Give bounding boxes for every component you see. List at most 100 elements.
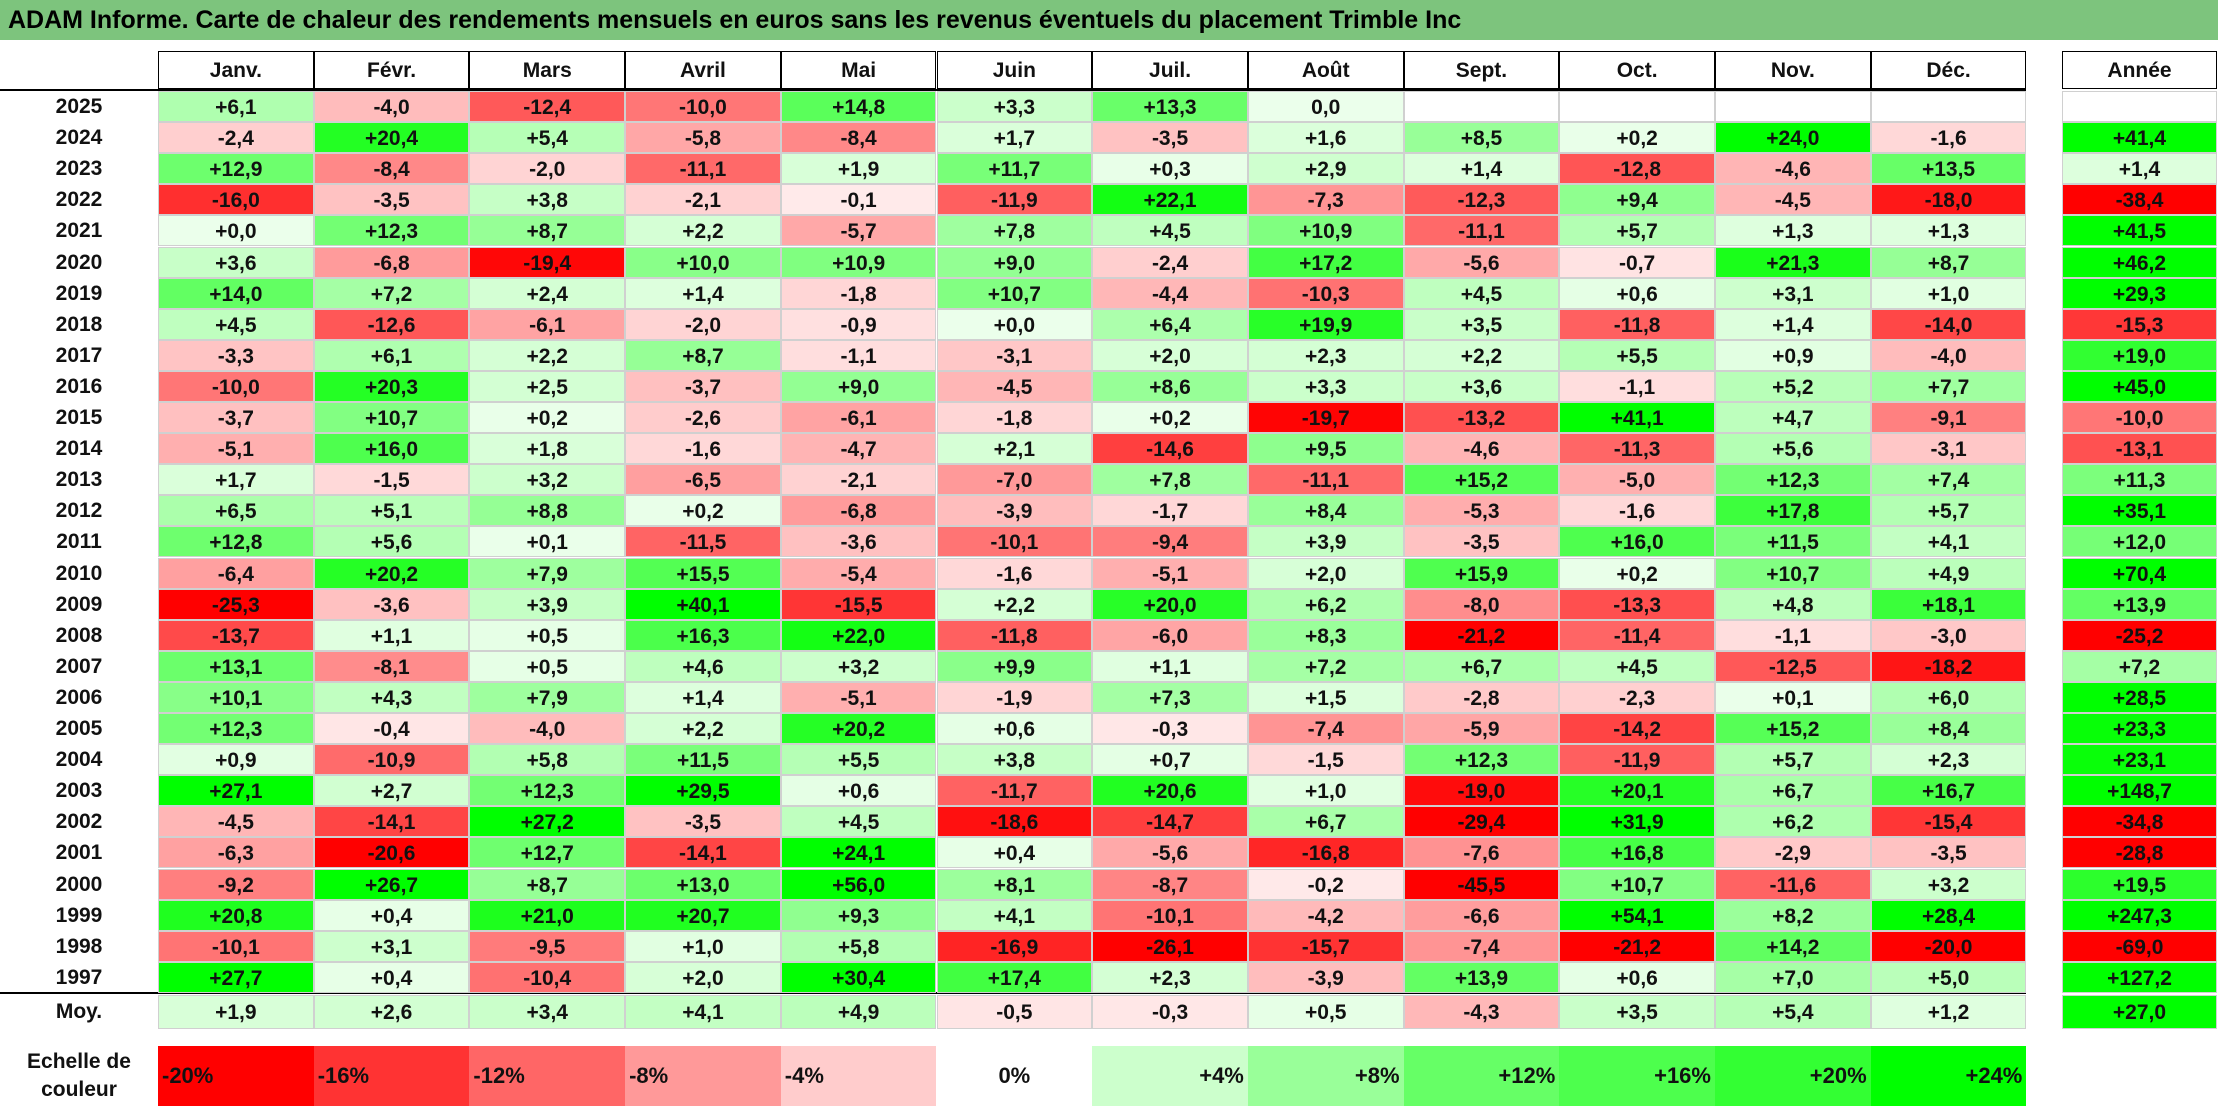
year-row-label: 2008: [55, 623, 103, 647]
heatmap-cell: +1,4: [1403, 153, 1560, 185]
annual-return-cell: -15,3: [2062, 308, 2217, 340]
heatmap-cell: +3,1: [313, 930, 470, 962]
heatmap-cell: +27,7: [158, 961, 314, 993]
heatmap-cell: -7,4: [1403, 930, 1560, 962]
header-separator-line: [0, 89, 2027, 91]
average-annual-cell: +27,0: [2062, 995, 2217, 1029]
heatmap-cell: -13,2: [1403, 402, 1560, 434]
color-scale-stop: +8%: [1247, 1046, 1404, 1106]
month-header: Juil.: [1092, 51, 1248, 89]
average-cell: +3,4: [469, 995, 626, 1029]
heatmap-cell: -1,1: [780, 339, 937, 371]
color-scale-stop: +12%: [1403, 1046, 1560, 1106]
heatmap-cell: +0,4: [313, 899, 470, 931]
heatmap-cell: +5,5: [1559, 339, 1715, 371]
heatmap-cell: -3,5: [1092, 122, 1248, 154]
heatmap-cell: -7,0: [936, 464, 1093, 496]
heatmap-cell: -10,0: [158, 370, 314, 402]
heatmap-cell: [1559, 91, 1715, 123]
heatmap-cell: -15,4: [1870, 806, 2027, 838]
heatmap-cell: -45,5: [1403, 868, 1560, 900]
year-row-label: 2001: [55, 841, 103, 865]
heatmap-cell: -10,1: [158, 930, 314, 962]
heatmap-cell: -4,6: [1715, 153, 1871, 185]
heatmap-cell: -11,1: [625, 153, 781, 185]
heatmap-cell: +4,8: [1715, 588, 1871, 620]
year-column-header: Année: [2062, 51, 2217, 89]
heatmap-cell: -9,2: [158, 868, 314, 900]
heatmap-cell: -4,7: [780, 433, 937, 465]
heatmap-cell: +6,7: [1403, 650, 1560, 682]
year-row-label: 2004: [55, 748, 103, 772]
heatmap-cell: +5,7: [1715, 744, 1871, 776]
year-row-label: 1997: [55, 965, 103, 989]
heatmap-cell: +7,2: [1247, 650, 1404, 682]
heatmap-cell: +27,2: [469, 806, 626, 838]
annual-return-cell: -38,4: [2062, 184, 2217, 216]
heatmap-cell: -21,2: [1403, 619, 1560, 651]
heatmap-cell: +11,5: [625, 744, 781, 776]
heatmap-cell: -3,5: [313, 184, 470, 216]
heatmap-cell: -19,0: [1403, 775, 1560, 807]
heatmap-cell: +7,0: [1715, 961, 1871, 993]
heatmap-cell: +0,7: [1092, 744, 1248, 776]
heatmap-cell: +7,3: [1092, 681, 1248, 713]
heatmap-cell: +9,0: [780, 370, 937, 402]
heatmap-cell: +31,9: [1559, 806, 1715, 838]
heatmap-cell: +12,3: [1715, 464, 1871, 496]
heatmap-cell: -11,5: [625, 526, 781, 558]
year-row-label: 2002: [55, 810, 103, 834]
heatmap-cell: +1,4: [625, 681, 781, 713]
annual-return-cell: [2062, 91, 2217, 123]
heatmap-cell: -2,1: [780, 464, 937, 496]
heatmap-cell: +0,6: [1559, 277, 1715, 309]
heatmap-cell: +3,8: [936, 744, 1093, 776]
heatmap-cell: -1,7: [1092, 495, 1248, 527]
average-cell: +2,6: [313, 995, 470, 1029]
heatmap-cell: +0,4: [313, 961, 470, 993]
heatmap-cell: -8,4: [780, 122, 937, 154]
heatmap-cell: -26,1: [1092, 930, 1248, 962]
heatmap-cell: -1,6: [1870, 122, 2027, 154]
heatmap-cell: +3,3: [936, 91, 1093, 123]
heatmap-cell: +12,7: [469, 837, 626, 869]
heatmap-cell: +4,1: [1870, 526, 2027, 558]
heatmap-cell: -12,4: [469, 91, 626, 123]
heatmap-cell: +5,1: [313, 495, 470, 527]
heatmap-cell: -5,6: [1403, 246, 1560, 278]
heatmap-cell: +8,6: [1092, 370, 1248, 402]
heatmap-cell: [1870, 91, 2027, 123]
year-row-label: 2009: [55, 592, 103, 616]
month-header: Oct.: [1559, 51, 1715, 89]
heatmap-cell: +4,5: [1403, 277, 1560, 309]
heatmap-cell: +0,9: [1715, 339, 1871, 371]
heatmap-cell: -25,3: [158, 588, 314, 620]
heatmap-cell: -5,1: [158, 433, 314, 465]
heatmap-cell: -10,0: [625, 91, 781, 123]
heatmap-cell: +10,0: [625, 246, 781, 278]
chart-title: ADAM Informe. Carte de chaleur des rende…: [0, 0, 2218, 40]
heatmap-cell: -1,8: [936, 402, 1093, 434]
heatmap-cell: +6,2: [1247, 588, 1404, 620]
average-cell: +0,5: [1247, 995, 1404, 1029]
heatmap-cell: +5,8: [469, 744, 626, 776]
heatmap-cell: -3,5: [1870, 837, 2027, 869]
heatmap-cell: -4,0: [469, 713, 626, 745]
heatmap-cell: +4,1: [936, 899, 1093, 931]
heatmap-cell: +8,1: [936, 868, 1093, 900]
heatmap-cell: [1403, 91, 1560, 123]
heatmap-cell: +2,2: [1403, 339, 1560, 371]
heatmap-cell: +2,4: [469, 277, 626, 309]
heatmap-cell: +12,8: [158, 526, 314, 558]
heatmap-cell: +4,5: [1559, 650, 1715, 682]
average-cell: -0,5: [936, 995, 1093, 1029]
heatmap-cell: +20,0: [1092, 588, 1248, 620]
heatmap-cell: +6,1: [313, 339, 470, 371]
heatmap-cell: -12,8: [1559, 153, 1715, 185]
heatmap-cell: +28,4: [1870, 899, 2027, 931]
annual-return-cell: +148,7: [2062, 775, 2217, 807]
heatmap-cell: +2,3: [1247, 339, 1404, 371]
heatmap-cell: +22,1: [1092, 184, 1248, 216]
heatmap-cell: +0,5: [469, 619, 626, 651]
annual-return-cell: +46,2: [2062, 246, 2217, 278]
